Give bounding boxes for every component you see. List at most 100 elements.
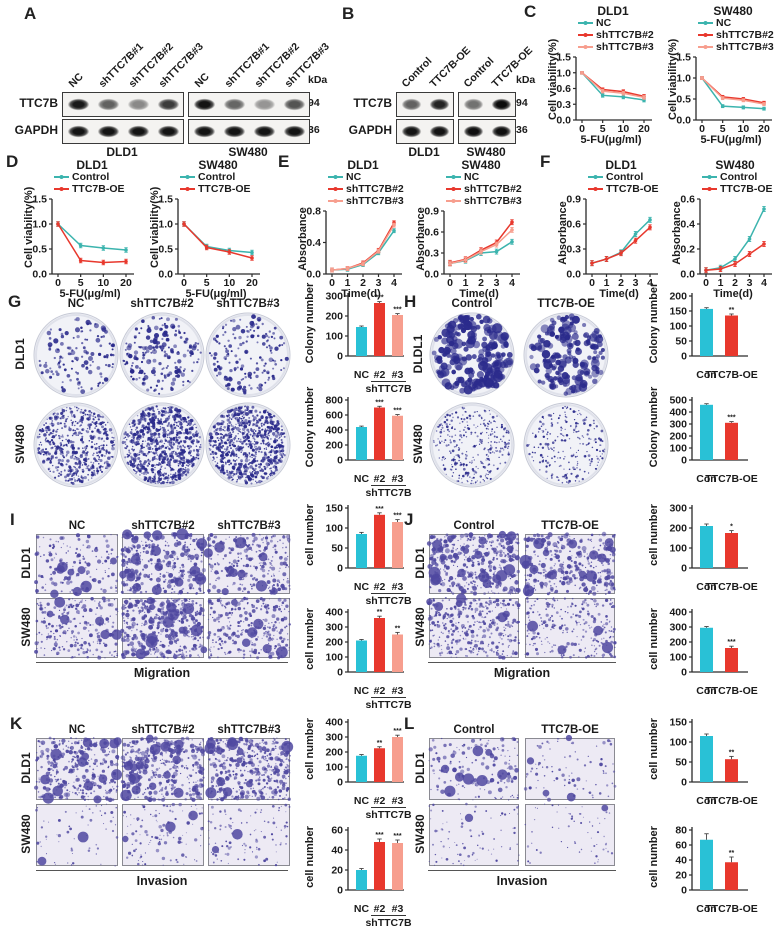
protein-band xyxy=(428,125,450,138)
bar-x-label: #2 xyxy=(373,581,386,593)
protein-band xyxy=(126,98,150,111)
image-row-label: DLD1 xyxy=(13,338,27,370)
svg-text:0.4: 0.4 xyxy=(680,219,695,231)
svg-text:**: ** xyxy=(729,307,735,314)
chart-title: SW480 xyxy=(713,4,753,18)
assay-image-I-1-1 xyxy=(120,597,208,660)
svg-text:0: 0 xyxy=(681,351,687,363)
svg-text:0.3: 0.3 xyxy=(556,99,571,111)
bar-x-label: TTC7B-OE xyxy=(705,795,758,807)
legend-item: Control xyxy=(702,171,757,183)
svg-text:20: 20 xyxy=(638,123,650,135)
legend-marker xyxy=(328,199,343,203)
assay-image-G-1-0 xyxy=(33,402,119,488)
svg-text:0: 0 xyxy=(55,277,61,289)
svg-text:4: 4 xyxy=(391,277,397,289)
svg-text:1.0: 1.0 xyxy=(158,219,173,231)
legend-label: Control xyxy=(198,171,236,183)
protein-band xyxy=(490,98,512,111)
bar-group-bracket xyxy=(371,381,406,384)
svg-text:300: 300 xyxy=(669,419,687,431)
image-row-label: SW480 xyxy=(19,814,33,854)
chart-y-axis-label: Absorbance xyxy=(671,201,683,265)
kda-header: kDa xyxy=(308,74,328,86)
svg-text:***: *** xyxy=(375,399,383,406)
bar-group-label: shTTC7B xyxy=(365,383,412,395)
protein-band xyxy=(252,98,276,111)
assay-image-I-1-2 xyxy=(206,596,291,660)
svg-text:4: 4 xyxy=(647,277,653,289)
svg-text:0.6: 0.6 xyxy=(424,227,439,239)
legend-marker xyxy=(328,187,343,191)
bar-x-label: NC xyxy=(353,369,370,381)
svg-text:1: 1 xyxy=(718,277,724,289)
assay-image-G-0-1 xyxy=(119,312,205,398)
protein-band xyxy=(282,125,306,138)
protein-band xyxy=(400,98,422,111)
svg-text:3: 3 xyxy=(494,277,500,289)
bar-y-axis-label: cell number xyxy=(648,826,660,888)
svg-text:2: 2 xyxy=(732,277,738,289)
svg-text:600: 600 xyxy=(325,410,343,422)
line-chart-D2: 0.0 0.5 1.0 1.5 0 5 10 20 xyxy=(158,194,260,289)
svg-text:3: 3 xyxy=(747,277,753,289)
assay-image-L-1-0 xyxy=(428,802,520,867)
bar-x-label: Con xyxy=(696,369,717,381)
legend-marker xyxy=(446,187,461,191)
assay-image-G-0-0 xyxy=(33,312,119,398)
line-chart-E1: 0.0 0.4 0.8 0 1 2 3 4 xyxy=(306,206,402,289)
legend-marker xyxy=(698,21,713,25)
chart-x-axis-label: 5-FU(μg/ml) xyxy=(185,288,247,300)
legend-label: TTC7B-OE xyxy=(72,183,125,195)
kda-header: kDa xyxy=(516,74,536,86)
protein-band xyxy=(428,98,450,111)
blot-box xyxy=(62,119,184,144)
blot-group-label: DLD1 xyxy=(408,145,440,159)
kda-value: 94 xyxy=(308,97,320,109)
bar-y-axis-label: Colony number xyxy=(304,386,316,468)
svg-text:1: 1 xyxy=(463,277,469,289)
legend-marker xyxy=(180,187,195,191)
bar-x-label: #3 xyxy=(391,685,404,697)
assay-image-G-0-2 xyxy=(205,312,291,398)
bar-group-bracket xyxy=(371,915,406,918)
svg-text:0.6: 0.6 xyxy=(566,219,581,231)
protein-band xyxy=(462,98,484,111)
image-col-header: shTTC7B#3 xyxy=(217,724,281,736)
bar-group-bracket xyxy=(371,485,406,488)
bar-y-axis-label: cell number xyxy=(304,826,316,888)
bar-x-label: TTC7B-OE xyxy=(705,473,758,485)
legend-label: shTTC7B#3 xyxy=(464,195,522,207)
svg-text:0: 0 xyxy=(337,351,343,363)
bar-x-label: TTC7B-OE xyxy=(705,369,758,381)
chart-title: SW480 xyxy=(461,158,501,172)
assay-image-K-0-1 xyxy=(120,734,206,803)
bar-x-label: NC xyxy=(353,903,370,915)
svg-text:0.6: 0.6 xyxy=(556,83,571,95)
svg-text:5: 5 xyxy=(204,277,210,289)
assay-caption: Migration xyxy=(36,662,288,680)
panel-label-F: F xyxy=(540,152,551,171)
bar-x-label: #2 xyxy=(373,369,386,381)
legend-item: TTC7B-OE xyxy=(702,183,773,195)
panel-label-G: G xyxy=(8,292,22,311)
image-col-header: NC xyxy=(67,298,85,310)
bar-x-label: Con xyxy=(696,903,717,915)
chart-y-axis-label: Absorbance xyxy=(557,201,569,265)
assay-image-L-1-1 xyxy=(524,803,615,866)
svg-text:0.4: 0.4 xyxy=(306,237,321,249)
bar-x-label: #3 xyxy=(391,473,404,485)
panel-label-K: K xyxy=(10,714,23,733)
svg-text:0: 0 xyxy=(703,277,709,289)
svg-text:0.3: 0.3 xyxy=(566,244,581,256)
bar-group-label: shTTC7B xyxy=(365,487,412,499)
assay-caption: Migration xyxy=(428,662,616,680)
bar-y-axis-label: cell number xyxy=(304,608,316,670)
svg-text:0.0: 0.0 xyxy=(158,269,173,281)
image-col-header: Control xyxy=(453,520,495,532)
assay-image-G-1-1 xyxy=(119,402,205,488)
